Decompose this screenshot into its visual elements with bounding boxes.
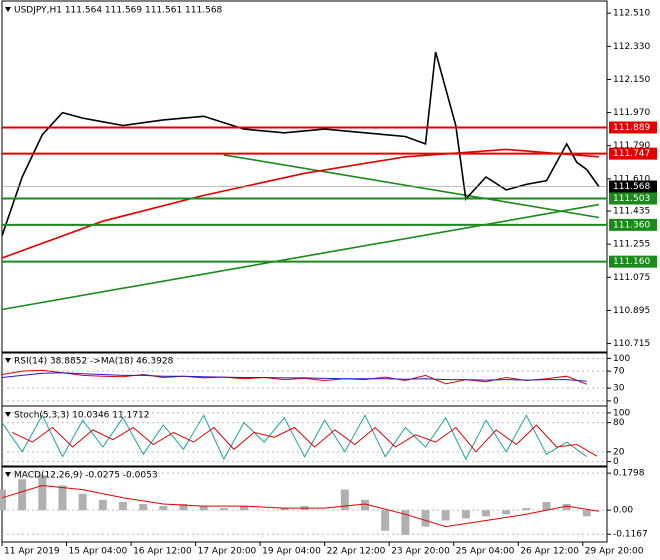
histogram-bar [280, 508, 289, 511]
y-tick-label: 0.00 [613, 506, 633, 516]
series-line [1, 414, 588, 461]
y-tick-label: 111.610 [613, 174, 650, 184]
level-label: 111.889 [613, 123, 650, 133]
y-tick-label: 112.330 [613, 42, 650, 52]
y-tick-label: 100 [613, 408, 630, 418]
y-tick-label: 110.715 [613, 339, 650, 349]
histogram-bar [199, 506, 208, 511]
x-tick-label: 11 Apr 2019 [4, 547, 60, 557]
y-tick-label: 111.255 [613, 240, 650, 250]
y-tick-label: 111.970 [613, 108, 650, 118]
histogram-bar [139, 504, 148, 511]
x-tick-label: 23 Apr 20:00 [391, 547, 450, 557]
x-tick-label: 25 Apr 04:00 [456, 547, 515, 557]
histogram-bar [159, 506, 168, 511]
histogram-bar [441, 510, 450, 521]
level-label-box [609, 255, 657, 268]
histogram-bar [0, 489, 6, 511]
series-line [1, 372, 587, 382]
level-label-box [609, 192, 657, 205]
series-line [1, 203, 600, 311]
histogram-bar [421, 510, 430, 527]
histogram-bar [340, 489, 349, 511]
histogram-bar [219, 508, 228, 511]
level-label: 111.503 [613, 194, 650, 204]
histogram-bar [179, 504, 188, 511]
histogram-bar [119, 501, 127, 511]
y-tick-label: 100 [613, 354, 630, 364]
y-tick-label: 20 [613, 447, 625, 457]
histogram-bar [582, 510, 591, 517]
histogram-bar [381, 510, 390, 531]
level-label: 111.568 [613, 182, 650, 192]
series-line [223, 154, 600, 219]
level-label: 111.160 [613, 257, 650, 267]
histogram-bar [562, 504, 571, 511]
series-line [1, 369, 587, 385]
x-tick-label: 15 Apr 04:00 [69, 547, 128, 557]
y-tick-label: 112.150 [613, 75, 650, 85]
y-tick-label: 70 [613, 367, 625, 377]
histogram-bar [522, 508, 531, 511]
y-tick-label: 80 [613, 418, 625, 428]
histogram-bar [502, 510, 511, 515]
y-tick-label: 111.435 [613, 207, 650, 217]
x-tick-label: 16 Apr 12:00 [133, 547, 192, 557]
y-tick-label: 0 [613, 396, 619, 406]
x-tick-label: 19 Apr 04:00 [262, 547, 321, 557]
panel-frame [1, 405, 608, 468]
histogram-bar [401, 510, 410, 535]
x-tick-label: 22 Apr 12:00 [327, 547, 386, 557]
panel-title: RSI(14) 38.8852 ->MA(18) 46.3928 [14, 357, 174, 367]
y-tick-label: 30 [613, 384, 625, 394]
level-label-box [609, 218, 657, 231]
panel-title: USDJPY,H1 111.564 111.569 111.561 111.56… [14, 6, 223, 16]
panel-marker [5, 412, 11, 417]
series-line [1, 148, 599, 259]
histogram-bar [542, 501, 551, 511]
y-tick-label: 110.895 [613, 306, 650, 316]
x-tick-label: 17 Apr 20:00 [198, 547, 257, 557]
histogram-bar [18, 479, 27, 511]
series-line [11, 424, 598, 457]
histogram-bar [58, 485, 67, 511]
histogram-bar [240, 506, 248, 511]
y-tick-label: 111.075 [613, 273, 650, 283]
y-tick-label: 0.1798 [613, 469, 645, 479]
x-tick-label: 26 Apr 12:00 [520, 547, 579, 557]
histogram-bar [78, 493, 87, 511]
level-label-box [609, 121, 657, 134]
panel-frame [1, 0, 608, 354]
histogram-bar [482, 510, 490, 517]
histogram-bar [361, 499, 369, 511]
histogram-bar [98, 499, 107, 511]
histogram-bar [461, 510, 470, 519]
y-tick-label: -0.1167 [613, 530, 648, 540]
series-line [1, 51, 600, 237]
level-label: 111.360 [613, 220, 650, 230]
panel-marker [5, 472, 11, 477]
y-tick-label: 0 [613, 457, 619, 467]
panel-marker [5, 358, 11, 363]
panel-title: MACD(12,26,9) -0.0275 -0.0053 [14, 471, 158, 481]
x-tick-label: 29 Apr 20:00 [585, 547, 644, 557]
panel-marker [5, 7, 11, 12]
level-label: 111.747 [613, 149, 650, 159]
level-label-box [609, 147, 657, 160]
level-label-box [609, 180, 657, 193]
panel-title: Stoch(5,3,3) 10.0346 11.1712 [14, 411, 149, 421]
series-line [1, 484, 599, 528]
y-tick-label: 112.510 [613, 9, 650, 19]
y-tick-label: 111.790 [613, 141, 650, 151]
histogram-bar [38, 475, 47, 511]
